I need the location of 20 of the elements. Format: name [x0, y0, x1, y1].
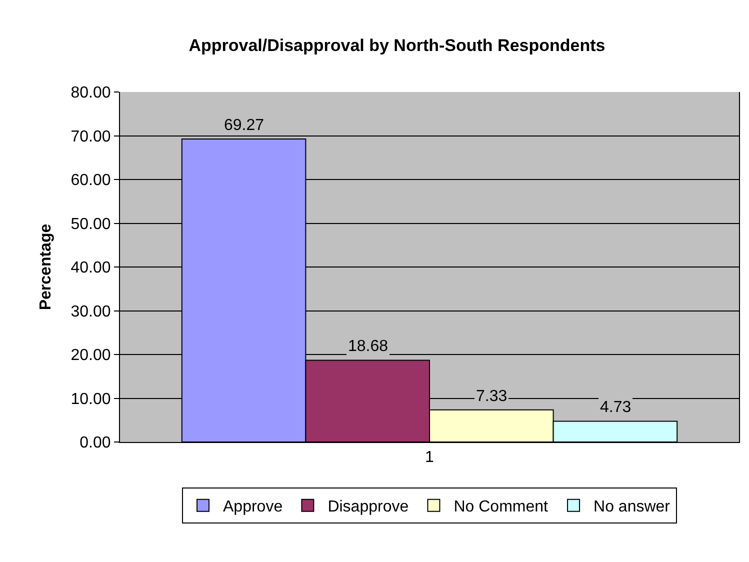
y-tick-label: 0.00: [80, 434, 111, 452]
legend-label: No Comment: [454, 498, 549, 516]
legend-label: Approve: [223, 498, 283, 516]
data-label: 7.33: [476, 388, 508, 405]
y-tick-label: 50.00: [70, 216, 111, 233]
legend-label: No answer: [594, 498, 671, 516]
y-tick-label: 10.00: [70, 390, 111, 408]
y-tick-label: 30.00: [70, 303, 111, 320]
data-label: 69.27: [224, 117, 264, 134]
data-label: 4.73: [600, 399, 632, 416]
chart-title: Approval/Disapproval by North-South Respondents: [188, 36, 606, 56]
data-label: 18.68: [348, 338, 388, 355]
y-axis-title: Percentage: [38, 224, 55, 310]
legend-label: Disapprove: [328, 498, 409, 516]
y-tick-label: 20.00: [70, 347, 111, 364]
x-tick-label: 1: [425, 449, 434, 466]
y-tick-label: 40.00: [70, 260, 111, 277]
y-tick-label: 80.00: [70, 84, 111, 102]
y-tick-label: 60.00: [70, 172, 111, 190]
y-tick-label: 70.00: [70, 128, 111, 146]
